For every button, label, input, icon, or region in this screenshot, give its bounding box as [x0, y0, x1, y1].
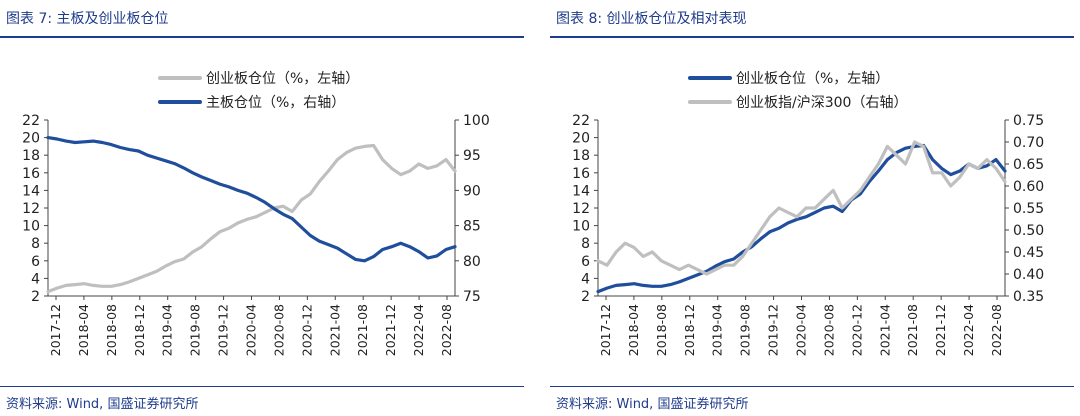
- x-tick-label: 2018-12: [132, 304, 147, 356]
- x-tick-label: 2019-08: [738, 304, 753, 356]
- x-tick-label: 2018-08: [104, 304, 119, 356]
- left-tick-label: 14: [22, 183, 40, 199]
- source-note: 资料来源: Wind, 国盛证券研究所: [6, 397, 199, 412]
- right-tick-label: 0.75: [1013, 113, 1044, 129]
- right-tick-label: 75: [463, 289, 481, 305]
- legend-label-1: 创业板仓位（%，左轴）: [206, 71, 359, 87]
- x-tick-label: 2018-08: [654, 304, 669, 356]
- x-tick-label: 2020-08: [821, 304, 836, 356]
- right-tick-label: 0.50: [1013, 223, 1044, 239]
- right-tick-label: 95: [463, 148, 481, 164]
- x-tick-label: 2021-04: [327, 304, 342, 356]
- x-tick-label: 2022-08: [989, 304, 1004, 356]
- x-tick-label: 2020-12: [849, 304, 864, 356]
- right-tick-label: 0.55: [1013, 201, 1044, 217]
- series-line-2: [46, 135, 457, 263]
- chart-panel-right: 图表 8: 创业板仓位及相对表现 2 4 6 8 10 12 14 16 18 20 22 0.35 0…: [550, 0, 1080, 416]
- left-tick-label: 2: [31, 289, 40, 305]
- series-line-1: [46, 143, 457, 294]
- left-tick-label: 12: [22, 201, 40, 217]
- x-tick-label: 2022-08: [439, 304, 454, 356]
- left-tick-label: 18: [22, 148, 40, 164]
- chart-panel-left: 图表 7: 主板及创业板仓位 2 4 6 8 10 12 14 16 18 20 22 75 80 85 9…: [0, 0, 530, 416]
- left-tick-label: 4: [31, 271, 40, 287]
- series-line-2: [596, 140, 1007, 276]
- right-tick-label: 0.35: [1013, 289, 1044, 305]
- left-tick-label: 18: [572, 148, 590, 164]
- x-tick-label: 2019-08: [188, 304, 203, 356]
- right-tick-label: 85: [463, 219, 481, 235]
- source-note: 资料来源: Wind, 国盛证券研究所: [556, 397, 749, 412]
- left-tick-label: 22: [22, 113, 40, 129]
- x-tick-label: 2020-04: [244, 304, 259, 356]
- left-tick-label: 16: [22, 166, 40, 182]
- chart-title: 图表 7: 主板及创业板仓位: [6, 11, 169, 27]
- left-tick-label: 6: [581, 254, 590, 270]
- x-tick-label: 2017-12: [48, 304, 63, 356]
- left-tick-label: 16: [572, 166, 590, 182]
- title-divider: [0, 36, 524, 38]
- left-tick-label: 20: [22, 131, 40, 147]
- x-tick-label: 2019-04: [160, 304, 175, 356]
- right-tick-label: 0.70: [1013, 135, 1044, 151]
- x-tick-label: 2021-12: [933, 304, 948, 356]
- right-tick-label: 0.65: [1013, 157, 1044, 173]
- x-tick-label: 2022-04: [411, 304, 426, 356]
- right-tick-label: 80: [463, 254, 481, 270]
- legend-label-2: 创业板指/沪深300（右轴）: [736, 95, 907, 111]
- left-tick-label: 6: [31, 254, 40, 270]
- left-tick-label: 10: [572, 219, 590, 235]
- x-tick-label: 2019-12: [216, 304, 231, 356]
- x-tick-label: 2020-08: [271, 304, 286, 356]
- x-tick-label: 2019-04: [710, 304, 725, 356]
- x-tick-label: 2017-12: [598, 304, 613, 356]
- left-tick-label: 2: [581, 289, 590, 305]
- x-tick-label: 2021-04: [877, 304, 892, 356]
- title-divider: [550, 36, 1074, 38]
- x-tick-label: 2022-04: [961, 304, 976, 356]
- legend-label-1: 创业板仓位（%，左轴）: [736, 71, 889, 87]
- left-tick-label: 20: [572, 131, 590, 147]
- right-tick-label: 100: [463, 113, 490, 129]
- x-tick-label: 2021-12: [383, 304, 398, 356]
- left-tick-label: 10: [22, 219, 40, 235]
- x-tick-label: 2020-04: [794, 304, 809, 356]
- x-tick-label: 2021-08: [905, 304, 920, 356]
- left-tick-label: 12: [572, 201, 590, 217]
- left-tick-label: 14: [572, 183, 590, 199]
- x-tick-label: 2018-04: [76, 304, 91, 356]
- chart-title: 图表 8: 创业板仓位及相对表现: [556, 11, 747, 27]
- right-tick-label: 0.40: [1013, 267, 1044, 283]
- series-line-1: [596, 143, 1007, 294]
- right-tick-label: 0.45: [1013, 245, 1044, 261]
- x-tick-label: 2021-08: [355, 304, 370, 356]
- left-tick-label: 22: [572, 113, 590, 129]
- left-tick-label: 4: [581, 271, 590, 287]
- source-divider: [550, 386, 1074, 387]
- x-tick-label: 2018-12: [682, 304, 697, 356]
- right-tick-label: 90: [463, 183, 481, 199]
- x-tick-label: 2018-04: [626, 304, 641, 356]
- x-tick-label: 2019-12: [766, 304, 781, 356]
- source-divider: [0, 386, 524, 387]
- left-tick-label: 8: [581, 236, 590, 252]
- x-tick-label: 2020-12: [299, 304, 314, 356]
- legend-label-2: 主板仓位（%，右轴）: [206, 95, 345, 111]
- right-tick-label: 0.60: [1013, 179, 1044, 195]
- left-tick-label: 8: [31, 236, 40, 252]
